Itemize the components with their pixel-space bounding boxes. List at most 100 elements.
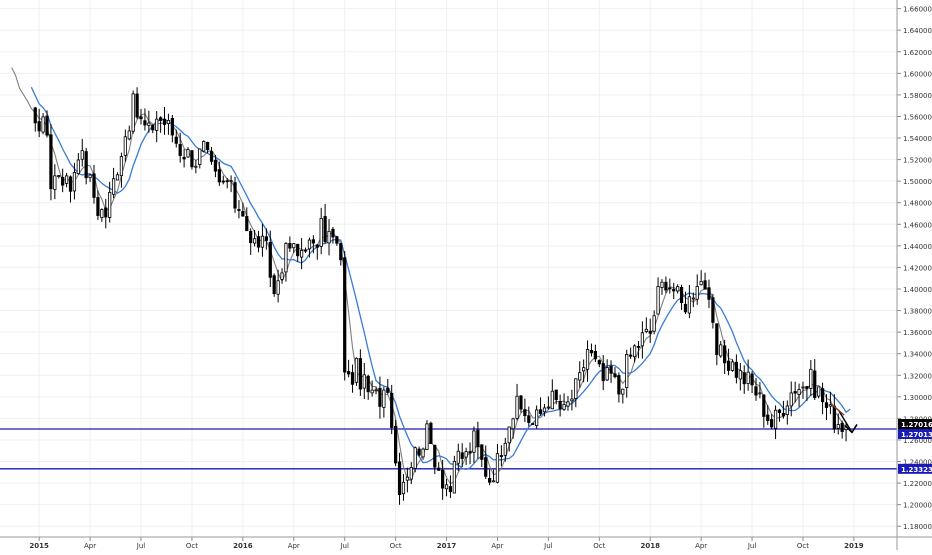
candle-body xyxy=(562,404,566,410)
x-tick-label: Jul xyxy=(747,542,757,550)
candle-body xyxy=(609,365,613,374)
candle-body xyxy=(632,345,637,358)
candle-body xyxy=(695,286,699,300)
candle-body xyxy=(237,209,241,211)
candle-body xyxy=(448,486,453,493)
candle-body xyxy=(417,448,421,456)
candle-body xyxy=(723,345,727,364)
candle-body xyxy=(221,180,225,183)
candle-body xyxy=(96,197,100,216)
candle-body xyxy=(147,122,151,126)
candle-body xyxy=(260,235,265,248)
candle-body xyxy=(182,156,186,160)
candle-body xyxy=(832,405,836,430)
y-tick-label: 1.64000 xyxy=(903,27,932,35)
x-tick-label: Apr xyxy=(695,542,707,550)
candle-body xyxy=(805,386,809,389)
candle-body xyxy=(679,286,684,303)
candle-body xyxy=(213,159,218,172)
candle-body xyxy=(268,242,272,278)
candle-body xyxy=(162,118,167,125)
candle-body xyxy=(593,351,598,360)
candle-body xyxy=(511,418,515,430)
y-tick-label: 1.54000 xyxy=(903,135,932,143)
candle-body xyxy=(311,239,315,244)
candle-body xyxy=(488,478,492,483)
candle-body xyxy=(762,394,766,417)
candle-body xyxy=(801,386,805,389)
candle-body xyxy=(699,281,703,286)
candle-body xyxy=(84,151,88,179)
candle-body xyxy=(495,453,500,483)
candle-body xyxy=(343,257,347,373)
candle-body xyxy=(252,238,257,244)
candle-body xyxy=(202,141,206,152)
candle-body xyxy=(742,372,746,385)
candle-body xyxy=(92,173,96,198)
candle-body xyxy=(49,134,53,190)
y-tick-label: 1.50000 xyxy=(903,178,932,186)
candle-body xyxy=(636,346,641,348)
candle-body xyxy=(296,243,300,257)
candle-body xyxy=(61,176,65,186)
candle-body xyxy=(80,150,84,160)
candle-body xyxy=(53,175,57,190)
candle-body xyxy=(205,142,210,151)
candle-body xyxy=(409,467,413,480)
candle-body xyxy=(531,423,535,425)
candle-body xyxy=(155,118,159,131)
x-tick-label: 2016 xyxy=(233,542,253,550)
candle-body xyxy=(390,392,394,428)
y-tick-label: 1.60000 xyxy=(903,70,932,78)
candle-body xyxy=(319,218,323,247)
candle-body xyxy=(460,452,464,459)
candle-body xyxy=(820,388,825,403)
price-label: 1.27013 xyxy=(901,431,932,439)
candle-body xyxy=(519,395,523,410)
candle-body xyxy=(397,461,402,496)
x-tick-label: Jul xyxy=(543,542,553,550)
slow-moving-average-line xyxy=(30,86,851,471)
candle-body xyxy=(676,286,680,292)
candle-body xyxy=(350,372,355,385)
y-tick-label: 1.42000 xyxy=(903,264,932,272)
candle-body xyxy=(585,349,590,370)
candle-body xyxy=(738,370,742,380)
candle-body xyxy=(441,469,445,489)
candle-body xyxy=(621,388,625,395)
candle-body xyxy=(476,429,480,448)
candle-body xyxy=(264,236,268,241)
candle-body xyxy=(366,375,370,393)
candle-body xyxy=(558,401,562,410)
candle-body xyxy=(566,401,570,407)
candle-body xyxy=(166,119,171,125)
candle-body xyxy=(104,207,108,218)
candle-body xyxy=(331,228,335,238)
y-tick-label: 1.48000 xyxy=(903,200,932,208)
candle-body xyxy=(660,281,664,288)
y-tick-label: 1.62000 xyxy=(903,49,932,57)
candle-body xyxy=(437,467,441,471)
candle-body xyxy=(299,250,304,258)
down-arrow-shaft xyxy=(837,409,853,433)
candle-body xyxy=(131,93,135,132)
candle-body xyxy=(229,180,233,183)
candle-body xyxy=(276,280,280,295)
candle-body xyxy=(777,409,782,413)
candle-body xyxy=(574,378,578,399)
candle-body xyxy=(88,174,92,179)
candle-body xyxy=(538,409,543,414)
x-tick-label: Apr xyxy=(84,542,96,550)
candle-body xyxy=(703,280,707,290)
candle-body xyxy=(707,287,711,300)
candle-body xyxy=(770,419,774,428)
candle-body xyxy=(425,423,429,450)
y-tick-label: 1.26000 xyxy=(903,437,932,445)
candle-body xyxy=(249,230,253,244)
candle-body xyxy=(758,392,762,395)
candle-body xyxy=(672,288,676,292)
candle-body xyxy=(582,367,586,372)
candle-body xyxy=(354,357,359,383)
candle-body xyxy=(456,450,460,464)
candle-body xyxy=(335,236,339,244)
